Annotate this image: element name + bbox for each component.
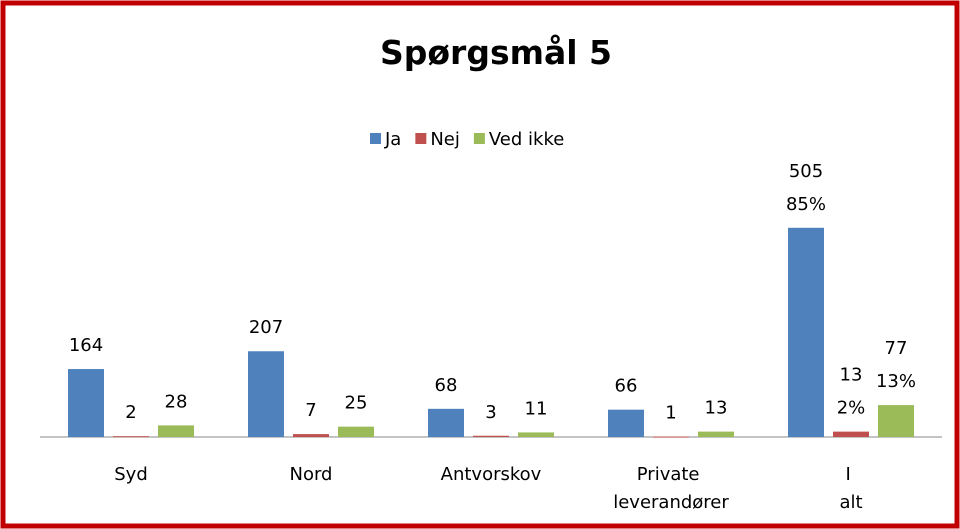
x-tick-label: Nord (290, 464, 333, 485)
value-label: 11 (525, 398, 548, 419)
value-label: 2 (125, 402, 136, 423)
x-tick-line: I (845, 464, 856, 485)
bar (113, 436, 149, 438)
bar (518, 432, 554, 437)
value-label: 13 (705, 398, 728, 419)
bar (878, 405, 914, 437)
bar (68, 369, 104, 437)
value-label: 3 (485, 402, 496, 423)
bar (338, 426, 374, 437)
x-tick-label: Syd (114, 464, 148, 485)
bar (248, 351, 284, 437)
bar (698, 431, 734, 437)
bar (158, 425, 194, 437)
value-label: 25 (345, 393, 368, 414)
chart-title: Spørgsmål 5 (380, 33, 612, 72)
bar (788, 227, 824, 437)
legend-label: Nej (430, 129, 460, 150)
legend-label: Ved ikke (489, 129, 564, 150)
percent-label: 2% (837, 398, 866, 419)
value-label: 28 (165, 391, 188, 412)
x-tick-label: Antvorskov (441, 464, 542, 485)
x-tick-label: Private leverandører (613, 464, 729, 513)
value-label: 77 (885, 338, 908, 359)
bar (608, 409, 644, 437)
value-label: 68 (435, 375, 458, 396)
x-tick-line: Private (637, 464, 705, 485)
value-label: 207 (249, 317, 283, 338)
legend-label: Ja (384, 129, 401, 150)
bar (293, 434, 329, 437)
bar (428, 408, 464, 437)
value-label: 1 (665, 403, 676, 424)
x-tick-line: alt (839, 492, 862, 513)
percent-label: 13% (876, 371, 916, 392)
value-label: 7 (305, 400, 316, 421)
x-tick-label: I alt (839, 464, 862, 513)
value-label: 66 (615, 376, 638, 397)
legend-swatch (415, 133, 427, 144)
bar (473, 435, 509, 437)
bar (833, 431, 869, 437)
x-tick-line: leverandører (613, 492, 729, 513)
value-label: 505 (789, 161, 823, 182)
bar (653, 436, 689, 438)
legend-swatch (473, 133, 485, 144)
value-label: 13 (840, 365, 863, 386)
legend-swatch (370, 133, 381, 144)
percent-label: 85% (786, 194, 826, 215)
value-label: 164 (69, 335, 103, 356)
